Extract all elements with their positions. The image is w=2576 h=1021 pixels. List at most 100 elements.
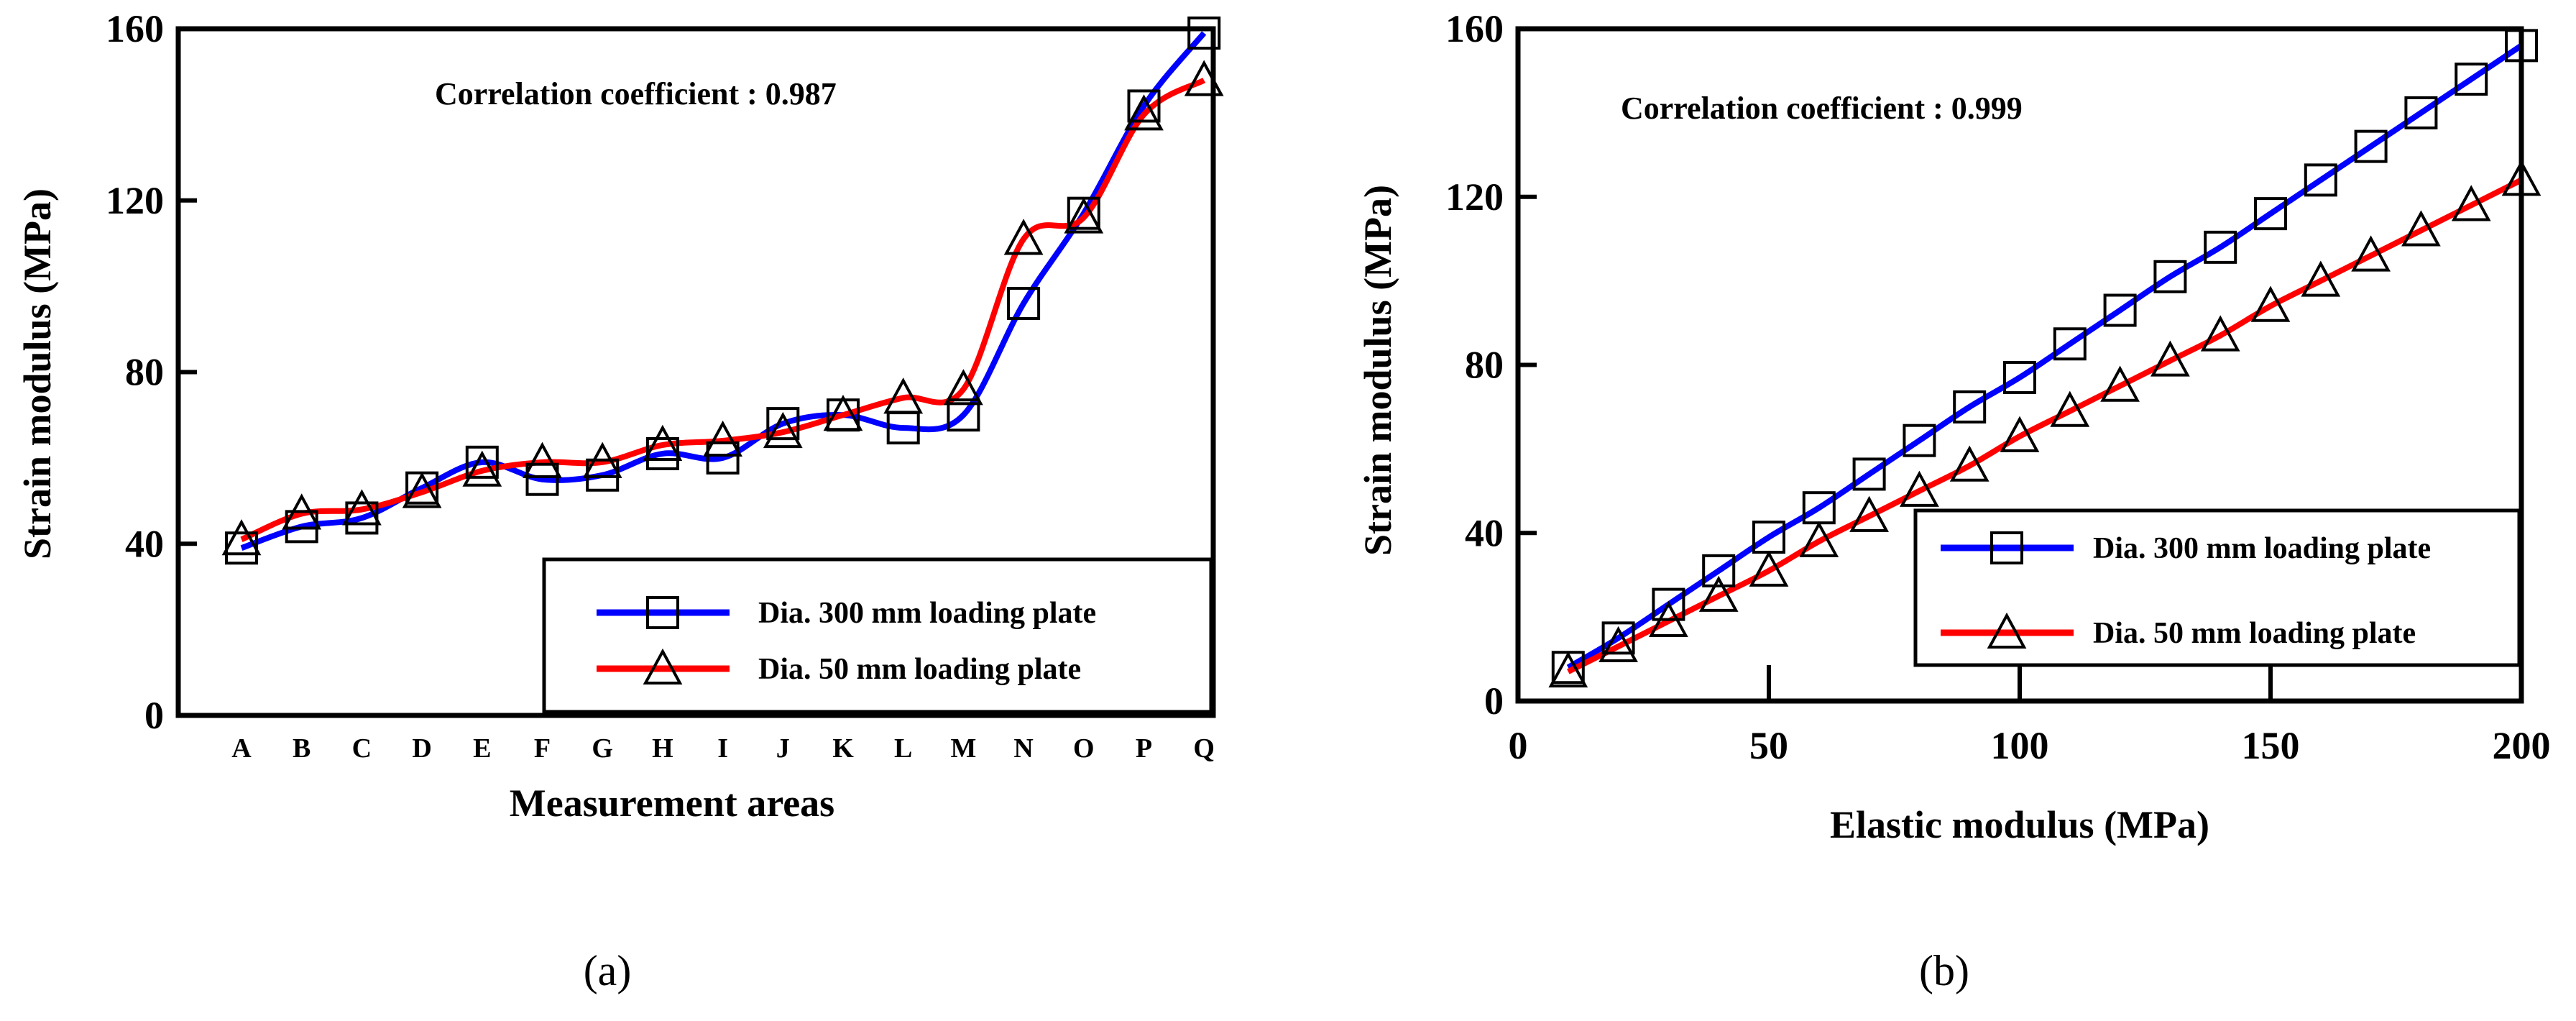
panel-a-legend-label-300: Dia. 300 mm loading plate [758,597,1096,630]
panel-b-series-0-point-17 [2404,96,2438,129]
panel-a-series-0-point-15 [1127,89,1161,123]
panel-b-series-1-point-17 [2401,210,2441,247]
panel-b-series-1-point-1 [1598,626,1638,663]
panel-a-legend: Dia. 300 mm loading plate Dia. 50 mm loa… [542,557,1213,714]
panel-a-series-1-point-6 [582,441,622,478]
panel-a-y-tick-label-2: 80 [125,351,164,394]
panel-a-series-1-point-5 [523,441,562,478]
panel-b-x-tick-label-2: 100 [1991,724,2049,767]
panel-a-x-tick-label-0: A [231,733,252,764]
panel-a-series-0-point-16 [1187,16,1221,50]
panel-b-series-1-point-13 [2200,315,2240,352]
panel-a-annotation: Correlation coefficient : 0.987 [435,76,837,111]
panel-b-ticks [1518,194,2273,701]
panel-b-series-0-point-13 [2204,230,2237,264]
panel-a-x-tick-label-16: Q [1193,733,1215,764]
panel-a-series-1-point-10 [823,395,863,431]
panel-b-series-1-point-0 [1548,651,1588,688]
panel-a-series-1-point-12 [944,369,983,406]
panel-a-x-tick-label-3: D [412,733,431,764]
panel-b-legend-label-300: Dia. 300 mm loading plate [2093,532,2431,565]
panel-b-series-0-point-15 [2304,163,2337,197]
panel-a-y-tick-labels: 0 40 80 120 160 [106,7,164,737]
panel-b-series-0-point-1 [1601,621,1635,655]
panel-b-series-1-point-4 [1749,550,1789,587]
panel-a-series-1-point-13 [1003,219,1044,255]
panel-b-series-1-point-12 [2150,340,2190,377]
panel-a-x-tick-label-4: E [473,733,491,764]
panel-a-legend-marker-square [646,596,679,629]
panel-a-x-tick-label-14: O [1073,733,1095,764]
panel-a-y-axis-title: Strain modulus (MPa) [16,188,59,559]
panel-a-series-0-point-4 [465,445,499,479]
panel-b-series-1-line [1567,177,2523,674]
panel-b-x-tick-label-4: 200 [2493,724,2551,767]
panel-a-ticks [178,198,197,546]
panel-b-legend-label-50: Dia. 50 mm loading plate [2093,617,2416,650]
panel-a-series-1-point-16 [1184,60,1224,96]
panel-b-plot-frame [1515,26,2524,704]
panel-b-y-tick-label-0: 0 [1484,679,1504,723]
panel-b-x-tick-label-1: 50 [1749,724,1788,767]
panel-b-legend-box [1913,508,2521,667]
panel-a-series-1-point-15 [1124,94,1164,131]
panel-a-x-tick-label-7: H [652,733,673,764]
panel-b-x-axis-title: Elastic modulus (MPa) [1830,803,2209,846]
panel-a-x-tick-label-5: F [534,733,551,764]
panel-a-series-1-point-11 [883,377,924,414]
panel-b-series-1-point-18 [2451,185,2491,221]
panel-a-y-tick-label-3: 120 [106,179,164,222]
panel-b-series-0-point-9 [2003,361,2036,395]
panel-a-series-1-point-9 [763,411,803,449]
panel-b-series-0-point-6 [1852,457,1886,491]
panel-b-series-1-point-7 [1900,470,1939,507]
panel-b-series-1-point-14 [2250,285,2291,322]
panel-b-series-1-point-16 [2351,235,2391,272]
panel-b-series-0-point-3 [1702,554,1736,587]
panel-b-series-1-point-10 [2050,390,2090,427]
panel-a-y-tick-label-1: 40 [125,522,164,565]
panel-a-series-1-point-8 [703,420,742,457]
panel-a-series-1-point-4 [462,450,502,487]
panel-a-series-lines [240,31,1207,551]
panel-b-series-0-point-16 [2354,129,2388,163]
panel-a-series-0-point-13 [1007,287,1041,320]
panel-b-x-tick-labels: 0 50 100 150 200 [1509,724,2551,767]
panel-b-series-1-point-2 [1649,600,1688,637]
panel-a-sublabel: (a) [584,947,632,994]
panel-a-legend-label-50: Dia. 50 mm loading plate [758,653,1081,686]
panel-a-y-tick-label-0: 0 [144,694,164,737]
panel-a-y-tick-label-4: 160 [106,7,164,50]
panel-b-series-1-point-15 [2301,260,2341,297]
panel-a-series-1-point-3 [402,472,442,508]
panel-b-series-1-point-9 [2000,416,2040,452]
panel-a-series-0-point-9 [766,407,800,441]
panel-b-series-0-point-14 [2254,197,2287,231]
panel-b-sublabel: (b) [1919,947,1969,994]
panel-b-series-lines [1566,43,2524,674]
panel-b-y-axis-title: Strain modulus (MPa) [1356,185,1399,556]
panel-b-series-0-point-10 [2053,327,2087,361]
panel-a-series-1-line [240,78,1206,542]
panel-b-legend-marker-triangle [1987,612,2027,649]
panel-a-series-0-point-12 [947,398,980,432]
panel-a-x-axis-title: Measurement areas [510,782,834,825]
panel-b-series-0-point-7 [1903,423,1936,457]
panel-b-series-1-point-11 [2100,365,2140,402]
panel-a-x-tick-label-15: P [1136,733,1152,764]
panel-b-x-tick-label-0: 0 [1509,724,1528,767]
panel-a-legend-marker-triangle [643,648,683,685]
panel-a-series-1-point-0 [221,519,262,556]
panel-a-x-tick-label-2: C [352,733,372,764]
panel-b-series-1-point-3 [1698,575,1739,612]
chart-panel-b: 0 40 80 120 160 0 50 100 150 200 Correlation coe… [1356,7,2551,994]
panel-a-x-tick-label-10: K [832,733,854,764]
panel-b-series-markers [1548,29,2542,688]
panel-b-series-0-line [1566,43,2524,670]
panel-a-x-tick-label-12: M [950,733,976,764]
panel-a-x-tick-label-8: I [717,733,728,764]
panel-a-series-1-point-2 [342,489,382,526]
panel-a-series-1-point-7 [643,424,683,461]
panel-a-series-0-point-5 [525,462,559,496]
